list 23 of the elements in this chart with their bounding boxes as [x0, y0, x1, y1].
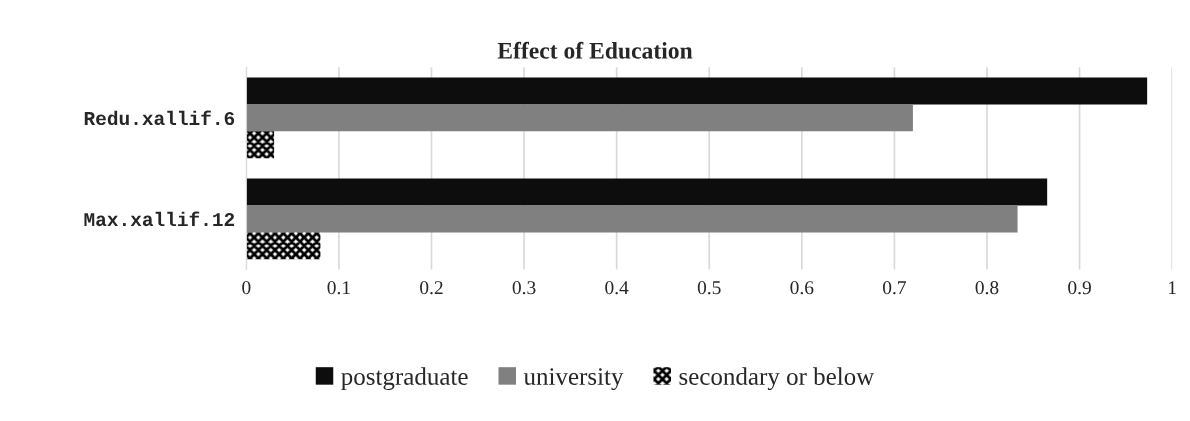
x-tick-label: 1	[1169, 281, 1176, 295]
y-tick-label: Max.xallif.12	[84, 211, 235, 227]
bar	[246, 77, 1148, 105]
x-tick-label: 0.9	[1068, 281, 1091, 295]
x-tick-label: 0.1	[327, 281, 350, 295]
chart-title: Effect of Education	[497, 41, 693, 59]
legend-label: postgraduate	[341, 367, 468, 391]
x-tick-label: 0.2	[420, 281, 443, 295]
bar	[246, 205, 1018, 233]
x-tick-label: 0.5	[697, 281, 721, 295]
bar	[246, 178, 1048, 206]
x-tick-label: 0	[242, 281, 251, 295]
x-tick-label: 0.4	[605, 281, 629, 295]
bar	[246, 131, 275, 159]
y-tick-label: Redu.xallif.6	[84, 110, 235, 126]
bar	[246, 104, 913, 132]
x-tick-label: 0.7	[882, 281, 906, 295]
bar	[246, 232, 321, 260]
x-tick-label: 0.6	[790, 281, 814, 295]
x-tick-label: 0.8	[975, 281, 999, 295]
x-tick-label: 0.3	[512, 281, 536, 295]
legend-label: university	[523, 368, 624, 391]
legend-label: secondary or below	[679, 367, 875, 391]
